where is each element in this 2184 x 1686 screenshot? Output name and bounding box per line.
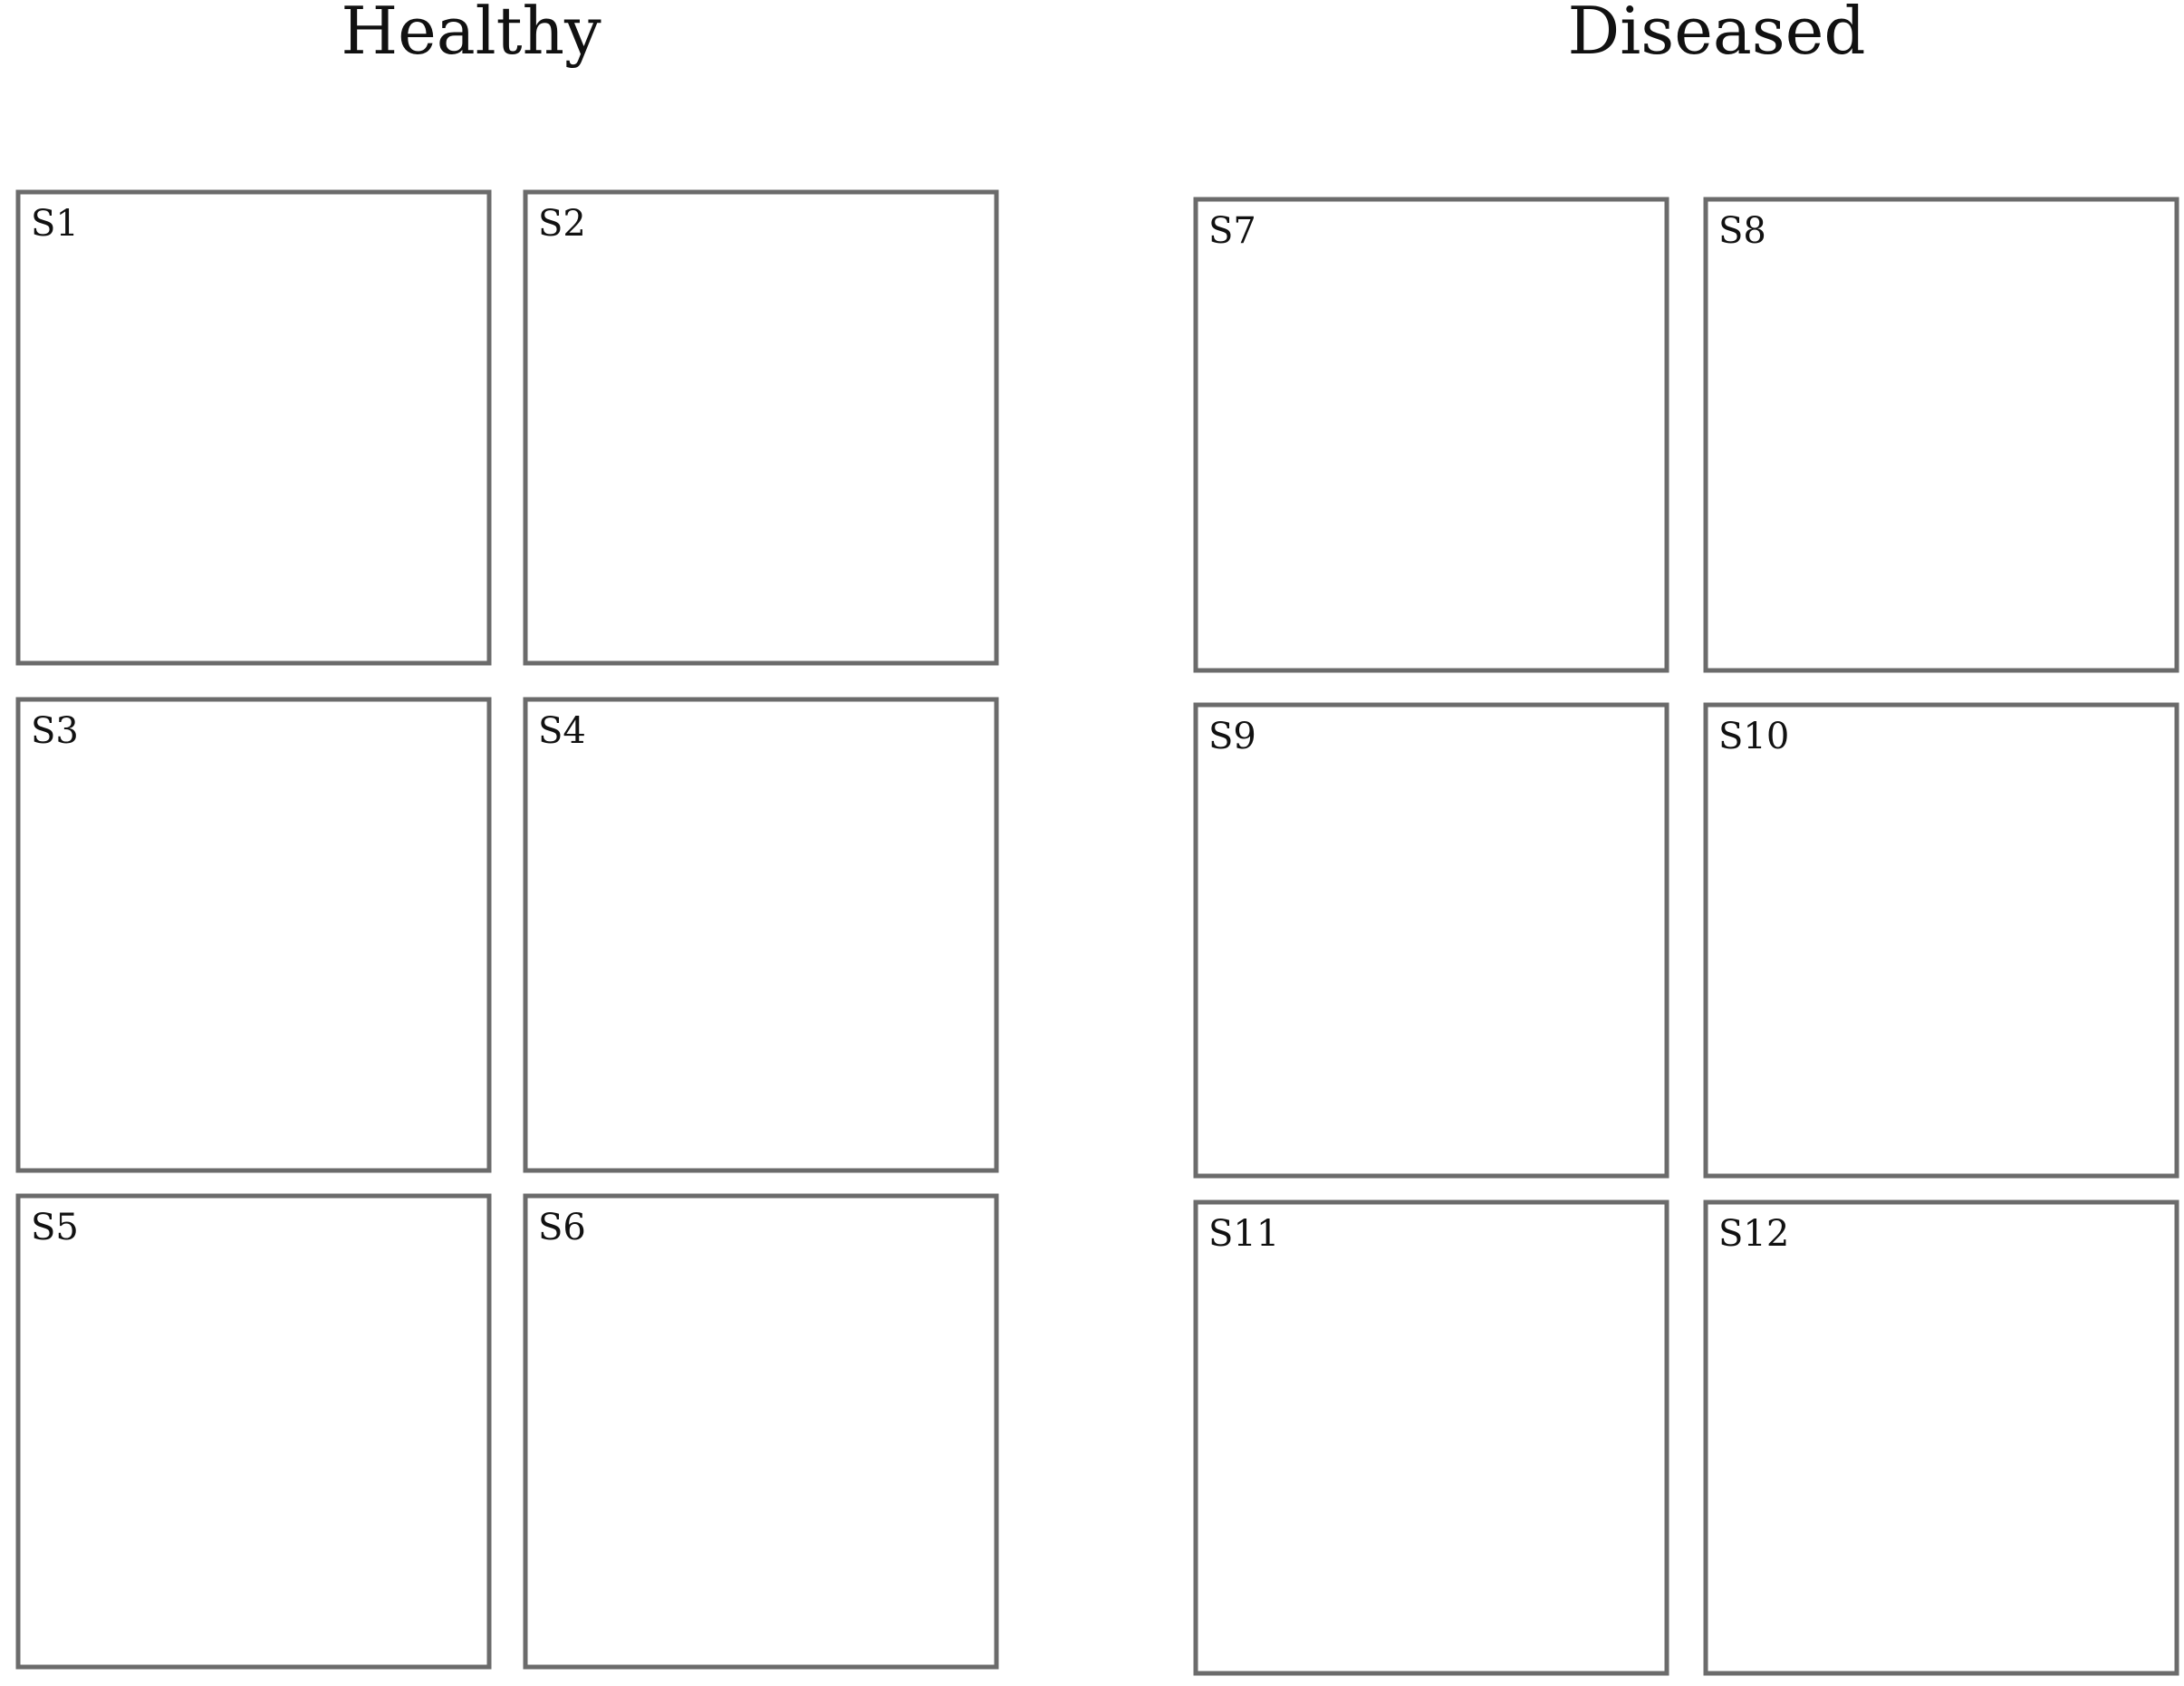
panel-frame: [15, 697, 492, 1173]
panel-frame: [1193, 702, 1669, 1179]
sample-panel: S10: [1703, 702, 2179, 1179]
sample-panel: S12: [1703, 1199, 2179, 1676]
panel-frame: [1703, 702, 2179, 1179]
panel-label: S2: [538, 203, 586, 245]
panel-label: S5: [31, 1207, 79, 1248]
panel-frame: [523, 697, 999, 1173]
healthy-title: Healthy: [341, 0, 601, 69]
panel-frame: [1193, 1199, 1669, 1676]
sample-panel: S4: [523, 697, 999, 1173]
sample-panel: S6: [523, 1193, 999, 1670]
panel-frame: [15, 1193, 492, 1670]
panel-frame: [1703, 197, 2179, 673]
sample-panel: S2: [523, 189, 999, 666]
panel-frame: [1193, 197, 1669, 673]
panel-label: S12: [1718, 1213, 1789, 1255]
panel-label: S9: [1208, 716, 1256, 757]
panel-label: S8: [1718, 210, 1766, 252]
panel-label: S1: [31, 203, 79, 245]
panel-frame: [523, 1193, 999, 1670]
diseased-title: Diseased: [1567, 0, 1866, 69]
sample-panel: S3: [15, 697, 492, 1173]
panel-frame: [523, 189, 999, 666]
panel-label: S10: [1718, 716, 1789, 757]
panel-label: S6: [538, 1207, 586, 1248]
sample-panel: S11: [1193, 1199, 1669, 1676]
sample-panel: S5: [15, 1193, 492, 1670]
panel-frame: [1703, 1199, 2179, 1676]
panel-label: S11: [1208, 1213, 1279, 1255]
panel-label: S4: [538, 710, 586, 752]
sample-panel: S7: [1193, 197, 1669, 673]
sample-panel: S9: [1193, 702, 1669, 1179]
sample-panel: S8: [1703, 197, 2179, 673]
panel-label: S7: [1208, 210, 1256, 252]
panel-label: S3: [31, 710, 79, 752]
sample-panel: S1: [15, 189, 492, 666]
panel-frame: [15, 189, 492, 666]
